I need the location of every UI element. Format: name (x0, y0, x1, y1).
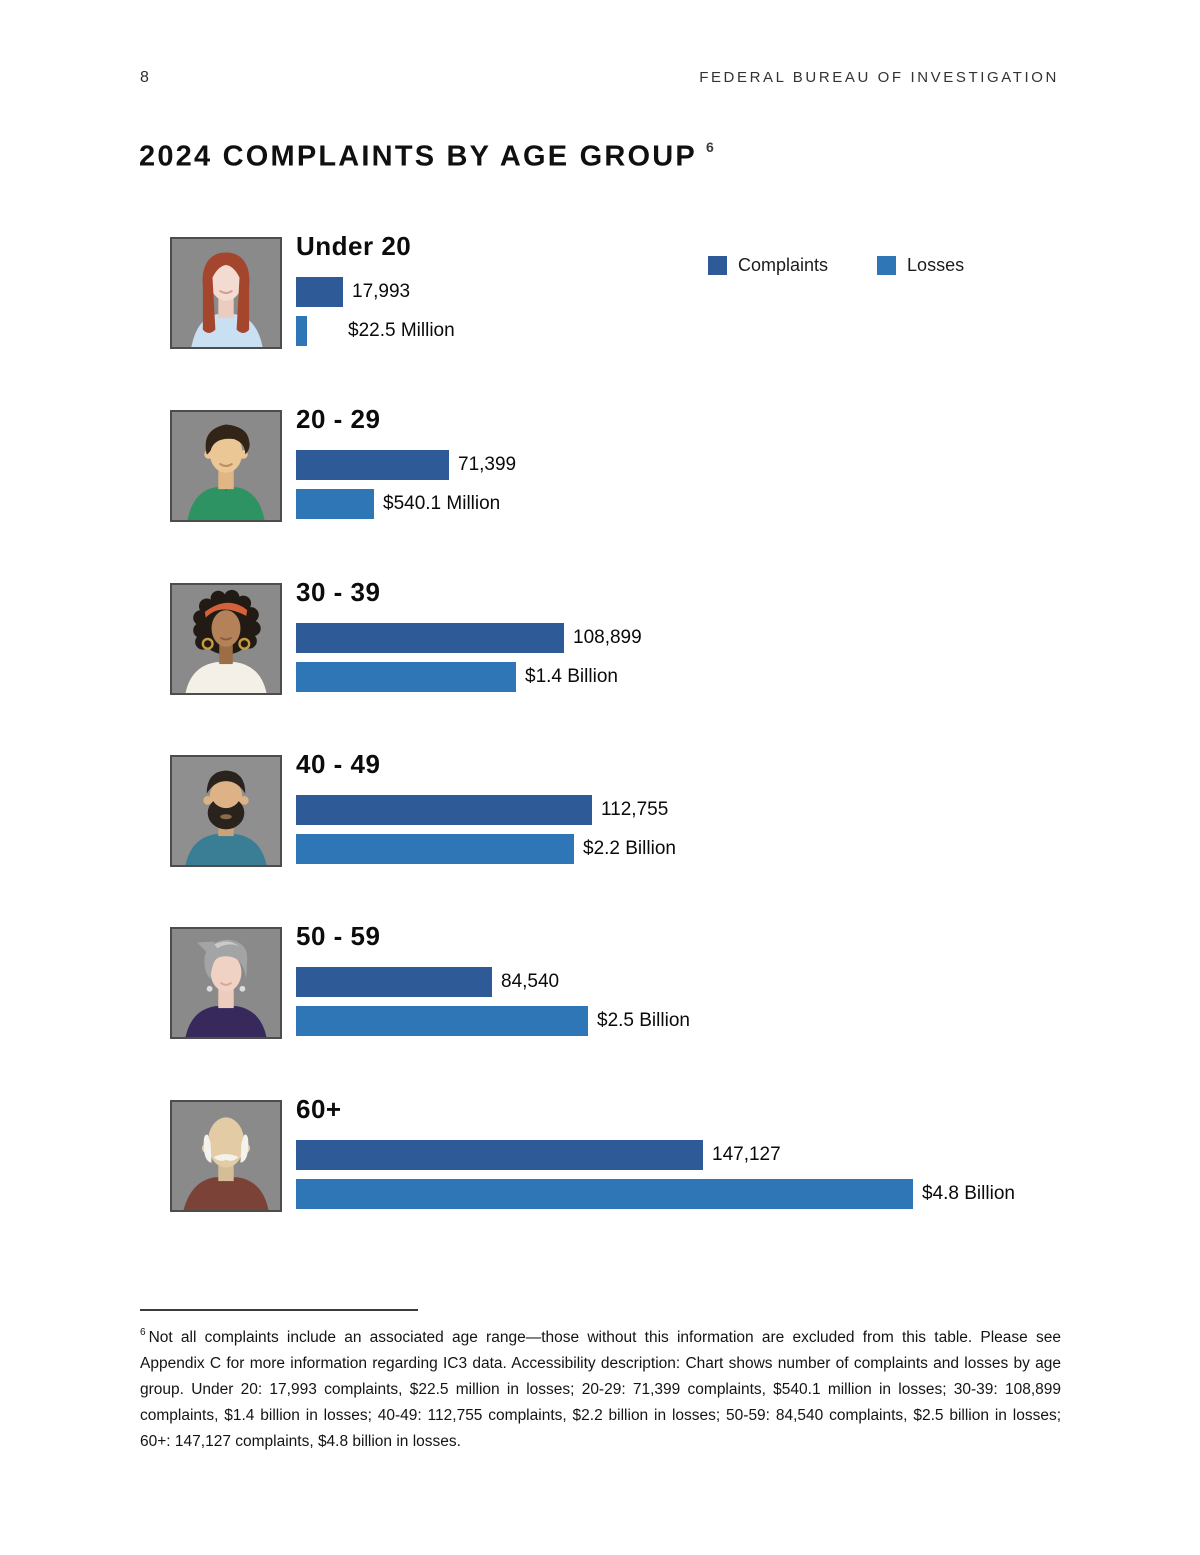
avatar-50-59 (170, 927, 282, 1039)
avatar-20-29 (170, 410, 282, 522)
legend-label-losses: Losses (907, 255, 965, 275)
losses-bar (296, 1179, 913, 1209)
age-group-row-40-49: 40 - 49 112,755 $2.2 Billion (0, 749, 1200, 905)
avatar-60-plus (170, 1100, 282, 1212)
losses-bar-row: $4.8 Billion (296, 1179, 1015, 1209)
complaints-bar (296, 795, 592, 825)
age-group-row-20-29: 20 - 29 71,399 $540.1 Million (0, 404, 1200, 560)
losses-bar-row: $540.1 Million (296, 489, 500, 519)
complaints-value-label: 108,899 (573, 627, 642, 648)
age-group-row-under-20: Under 20 17,993 $22.5 Million (0, 231, 1200, 387)
losses-value-label: $4.8 Billion (922, 1183, 1015, 1204)
complaints-bar-row: 84,540 (296, 967, 559, 997)
complaints-swatch-icon (708, 256, 727, 275)
losses-value-label: $1.4 Billion (525, 666, 618, 687)
complaints-value-label: 71,399 (458, 454, 517, 475)
age-label: 40 - 49 (296, 749, 381, 779)
losses-bar (296, 662, 516, 692)
avatar-40-49 (170, 755, 282, 867)
older-woman-gray-hair-icon (172, 929, 280, 1037)
legend-label-complaints: Complaints (738, 255, 829, 275)
avatar-30-39 (170, 583, 282, 695)
page-number: 8 (140, 69, 150, 86)
losses-bar-row: $1.4 Billion (296, 662, 618, 692)
age-label: 50 - 59 (296, 921, 381, 951)
age-label: Under 20 (296, 231, 412, 261)
legend-item-complaints: Complaints (708, 255, 828, 276)
complaints-value-label: 112,755 (601, 799, 669, 820)
complaints-bar (296, 277, 343, 307)
page-title: 2024 COMPLAINTS BY AGE GROUP 6 (139, 132, 714, 175)
age-label: 30 - 39 (296, 577, 381, 607)
young-man-dark-hair-icon (172, 412, 280, 520)
complaints-bar-row: 108,899 (296, 623, 642, 653)
complaints-bar-row: 147,127 (296, 1140, 781, 1170)
footnote-text: Not all complaints include an associated… (140, 1329, 1061, 1451)
losses-bar (296, 834, 574, 864)
footnote-ref: 6 (140, 1327, 146, 1338)
losses-value-label: $540.1 Million (383, 493, 501, 514)
complaints-value-label: 147,127 (712, 1144, 781, 1165)
age-group-row-50-59: 50 - 59 84,540 $2.5 Billion (0, 921, 1200, 1077)
losses-bar-row: $22.5 Million (296, 316, 455, 346)
title-footnote-ref: 6 (705, 139, 714, 156)
chart-legend: Complaints Losses (708, 255, 964, 276)
losses-value-label: $22.5 Million (348, 320, 455, 341)
age-label: 60+ (296, 1094, 342, 1124)
complaints-value-label: 17,993 (352, 281, 411, 302)
losses-bar-row: $2.2 Billion (296, 834, 676, 864)
complaints-bar-row: 17,993 (296, 277, 410, 307)
young-woman-red-hair-icon (172, 239, 280, 347)
age-group-row-60-plus: 60+ 147,127 $4.8 Billion (0, 1094, 1200, 1250)
man-beard-icon (172, 757, 280, 865)
complaints-bar (296, 1140, 703, 1170)
footnote-separator (140, 1309, 418, 1311)
complaints-bar (296, 967, 492, 997)
complaints-bar (296, 450, 449, 480)
woman-curly-hair-headband-icon (172, 585, 280, 693)
header-agency-name: FEDERAL BUREAU OF INVESTIGATION (699, 69, 1059, 86)
age-group-row-30-39: 30 - 39 108,899 $1.4 Billion (0, 577, 1200, 733)
age-label: 20 - 29 (296, 404, 381, 434)
complaints-bar-row: 112,755 (296, 795, 668, 825)
losses-bar (296, 489, 374, 519)
older-man-bald-icon (172, 1102, 280, 1210)
losses-bar-row: $2.5 Billion (296, 1006, 690, 1036)
page-title-text: 2024 COMPLAINTS BY AGE GROUP (139, 141, 697, 174)
legend-item-losses: Losses (877, 255, 964, 276)
complaints-bar (296, 623, 564, 653)
losses-bar (296, 316, 307, 346)
losses-value-label: $2.5 Billion (597, 1010, 690, 1031)
complaints-value-label: 84,540 (501, 971, 560, 992)
avatar-under-20 (170, 237, 282, 349)
footnote: 6 Not all complaints include an associate… (140, 1321, 1061, 1455)
losses-bar (296, 1006, 588, 1036)
losses-value-label: $2.2 Billion (583, 838, 676, 859)
losses-swatch-icon (877, 256, 897, 275)
complaints-bar-row: 71,399 (296, 450, 516, 480)
